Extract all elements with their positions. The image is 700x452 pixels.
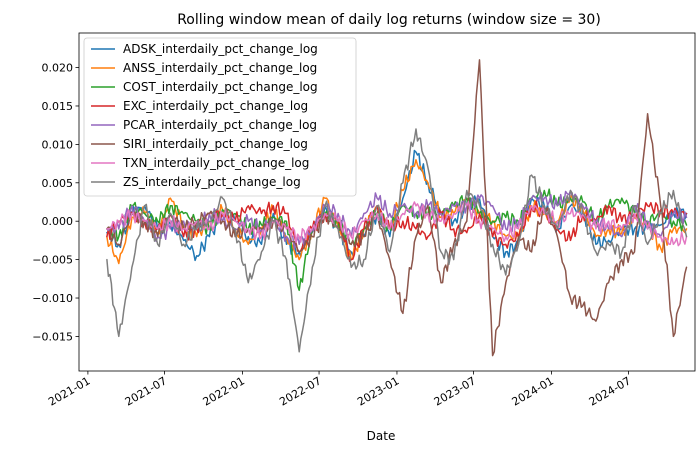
x-tick-label: 2023-07 <box>432 374 478 408</box>
chart-title: Rolling window mean of daily log returns… <box>177 12 601 28</box>
legend-box <box>83 37 357 197</box>
x-tick-label: 2021-07 <box>123 374 169 408</box>
legend-label: ANSS_interdaily_pct_change_log <box>123 61 317 75</box>
x-tick-label: 2022-07 <box>277 374 323 408</box>
y-tick-label: 0.005 <box>42 177 74 190</box>
series-line <box>106 187 688 292</box>
legend-label: EXC_interdaily_pct_change_log <box>123 99 308 113</box>
x-tick-label: 2021-01 <box>46 374 92 408</box>
y-axis: −0.015 −0.010 −0.005 0.000 0.005 0.010 0.015 0.… <box>32 62 79 343</box>
y-tick-label: −0.010 <box>32 292 73 305</box>
y-tick-label: 0.015 <box>42 100 74 113</box>
y-tick-label: 0.010 <box>42 138 74 151</box>
legend-label: TXN_interdaily_pct_change_log <box>122 156 309 170</box>
series-line <box>106 59 688 357</box>
x-tick-label: 2024-01 <box>510 374 556 408</box>
series-layer <box>106 59 688 357</box>
x-tick-label: 2023-01 <box>355 374 401 408</box>
x-axis: 2021-01 2021-07 2022-01 2022-07 2023-01 2023-… <box>46 371 633 409</box>
legend: ADSK_interdaily_pct_change_log ANSS_inter… <box>83 37 357 197</box>
axes-frame <box>78 32 696 372</box>
legend-label: SIRI_interdaily_pct_change_log <box>123 137 308 151</box>
x-tick-label: 2024-07 <box>587 374 633 408</box>
x-tick-label: 2022-01 <box>201 374 247 408</box>
legend-label: PCAR_interdaily_pct_change_log <box>123 118 317 132</box>
legend-label: COST_interdaily_pct_change_log <box>123 80 318 94</box>
legend-label: ADSK_interdaily_pct_change_log <box>123 42 318 56</box>
series-line <box>106 128 688 353</box>
y-tick-label: 0.020 <box>42 62 74 75</box>
plot-area <box>78 32 696 372</box>
x-axis-label: Date <box>367 429 396 443</box>
y-tick-label: −0.015 <box>32 330 73 343</box>
legend-label: ZS_interdaily_pct_change_log <box>123 175 301 189</box>
y-tick-label: 0.000 <box>42 215 74 228</box>
y-tick-label: −0.005 <box>32 254 73 267</box>
